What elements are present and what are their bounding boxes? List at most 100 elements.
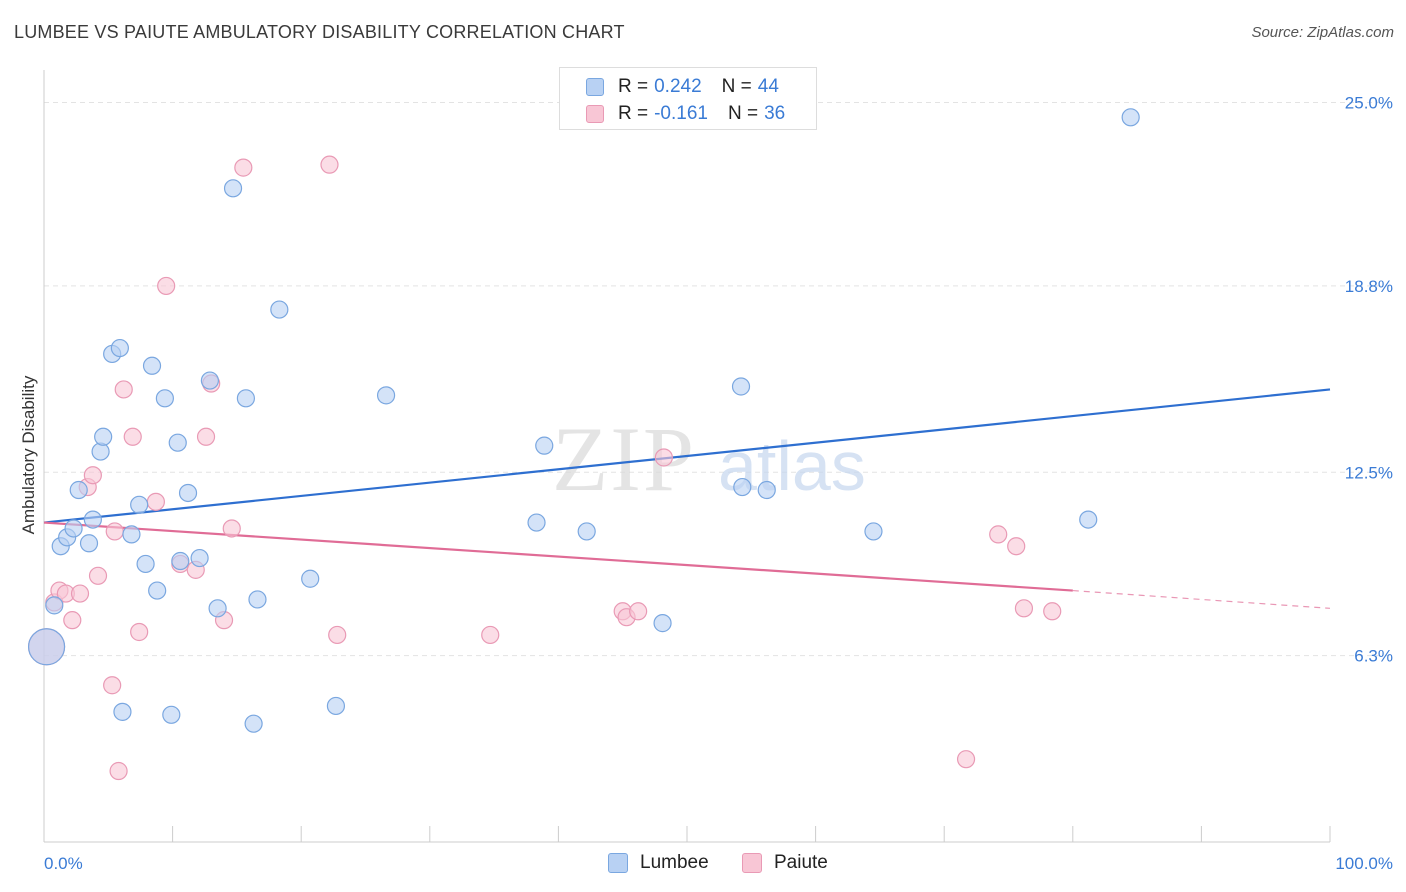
source-label: Source: ZipAtlas.com (1251, 24, 1394, 41)
lumbee-point (535, 436, 554, 455)
lumbee-point (171, 551, 190, 571)
lumbee-point (1079, 510, 1098, 529)
paiute-point (83, 466, 102, 485)
paiute-point (157, 276, 176, 296)
paiute-point (70, 584, 90, 603)
lumbee-point (110, 338, 129, 358)
lumbee-point (301, 569, 320, 588)
n-label: N = (727, 103, 759, 124)
lumbee-point (162, 705, 181, 724)
lumbee-point (142, 356, 162, 375)
watermark-zip: ZIP (552, 408, 696, 510)
paiute-point (481, 625, 500, 645)
lumbee-point (130, 495, 149, 514)
chart-title: LUMBEE VS PAIUTE AMBULATORY DISABILITY C… (14, 22, 625, 42)
lumbee-point (64, 519, 83, 538)
lumbee-legend-label: Lumbee (640, 852, 709, 873)
lumbee-point (376, 386, 396, 405)
lumbee-point (136, 554, 155, 574)
stats-legend: R = 0.242 N = 44 R = -0.161 N = 36 (559, 67, 817, 130)
lumbee-point (168, 433, 187, 452)
lumbee-point (94, 427, 113, 446)
lumbee-point (527, 513, 546, 532)
lumbee-point (733, 477, 752, 497)
lumbee-swatch (586, 78, 604, 96)
lumbee-point (757, 480, 776, 500)
paiute-legend-label: Paiute (774, 852, 828, 873)
paiute-trend-line (43, 521, 1073, 592)
lumbee-point (83, 510, 102, 529)
lumbee-point (731, 377, 751, 396)
paiute-point (63, 611, 82, 630)
paiute-point (123, 427, 142, 446)
lumbee-legend-swatch (608, 853, 628, 873)
lumbee-point (244, 714, 263, 733)
paiute-point (1007, 537, 1026, 556)
paiute-point (114, 380, 133, 399)
lumbee-point (45, 596, 64, 615)
paiute-point (328, 625, 347, 645)
paiute-point (1014, 599, 1034, 618)
paiute-point (130, 622, 149, 642)
lumbee-point (190, 548, 209, 568)
y-axis-label: Ambulatory Disability (19, 375, 38, 534)
paiute-point (146, 492, 165, 511)
lumbee-point (653, 614, 672, 633)
lumbee-point (69, 480, 88, 500)
legend-row-lumbee: R = 0.242 N = 44 (586, 76, 779, 98)
lumbee-point (79, 534, 99, 553)
lumbee-point (1121, 108, 1140, 127)
trend-lines (43, 388, 1331, 609)
lumbee-point (148, 581, 167, 600)
lumbee-point (200, 371, 219, 390)
lumbee-trend-line (43, 388, 1331, 524)
lumbee-r-value: 0.242 (654, 76, 702, 97)
lumbee-point (236, 389, 256, 408)
lumbee-point (223, 179, 243, 198)
paiute-point (109, 761, 128, 781)
lumbee-point (577, 522, 596, 541)
lumbee-point (864, 522, 883, 541)
paiute-point (103, 676, 122, 695)
axes (43, 70, 1331, 843)
y-tick-label: 6.3% (1354, 647, 1393, 666)
series-legend-paiute: Paiute (742, 852, 828, 874)
paiute-n-value: 36 (764, 103, 786, 124)
paiute-point (88, 566, 108, 585)
series-legend-lumbee: Lumbee (608, 852, 709, 874)
lumbee-point (178, 483, 198, 503)
y-tick-label: 18.8% (1345, 277, 1393, 296)
lumbee-point (248, 590, 267, 609)
paiute-point (1043, 602, 1062, 621)
y-tick-label: 12.5% (1345, 463, 1393, 482)
paiute-point (956, 750, 976, 769)
lumbee-point (208, 599, 227, 618)
paiute-point (105, 522, 124, 541)
paiute-point (629, 602, 648, 621)
paiute-point (320, 155, 339, 174)
lumbee-point (27, 628, 66, 666)
paiute-point (222, 519, 241, 538)
grid-lines (44, 102, 1393, 657)
paiute-trend-extension (1072, 589, 1331, 609)
watermark: ZIP atlas (552, 408, 866, 510)
legend-row-paiute: R = -0.161 N = 36 (586, 103, 785, 125)
paiute-point (196, 427, 216, 446)
r-label: R = (618, 103, 649, 124)
r-label: R = (618, 76, 649, 97)
x-tick-label: 100.0% (1335, 854, 1393, 873)
paiute-point (654, 448, 673, 467)
lumbee-n-value: 44 (757, 76, 779, 97)
n-label: N = (721, 76, 752, 97)
lumbee-point (326, 696, 346, 716)
paiute-point (989, 525, 1008, 544)
tick-labels: 6.3% 12.5% 18.8% 25.0% 0.0% 100.0% (44, 94, 1393, 873)
lumbee-point (122, 525, 141, 544)
y-tick-label: 25.0% (1345, 94, 1393, 113)
paiute-r-value: -0.161 (654, 103, 708, 124)
data-points (27, 108, 1140, 781)
lumbee-point (91, 442, 110, 461)
paiute-point (234, 158, 253, 177)
lumbee-point (113, 702, 132, 721)
